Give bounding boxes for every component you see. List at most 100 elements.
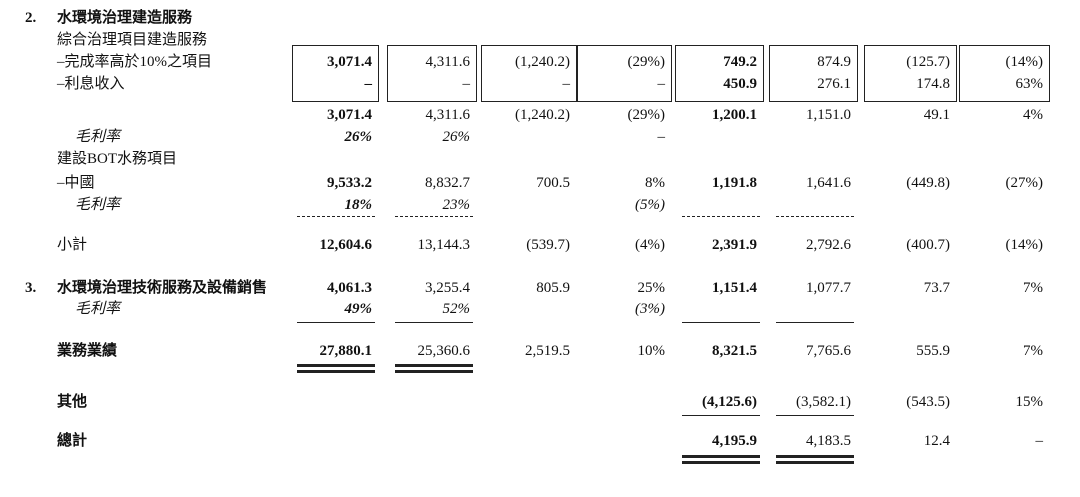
dashed-rule [395,216,473,217]
cell-value: 8,832.7 [425,175,470,191]
section-number: 3. [25,280,37,296]
row-label: 水環境治理建造服務 [57,10,193,26]
cell-value: 9,533.2 [327,175,372,191]
cell-value: 25% [637,280,666,296]
double-rule [776,455,854,458]
cell-value: 2,519.5 [525,343,570,359]
cell-value: 49.1 [923,107,950,123]
cell-value: 174.8 [916,76,950,92]
cell-value: 700.5 [536,175,570,191]
cell-value: 4,061.3 [327,280,372,296]
section-number: 2. [25,10,37,26]
cell-value: 4,311.6 [425,107,470,123]
row-label: 小計 [57,237,88,253]
cell-value: 2,391.9 [712,237,757,253]
double-rule [776,461,854,464]
rule [395,322,473,323]
row-label: 其他 [57,394,88,410]
cell-value: 1,200.1 [712,107,757,123]
cell-value: 7,765.6 [806,343,851,359]
cell-value: 8% [645,175,665,191]
cell-box [959,45,1050,102]
row-label: 毛利率 [75,197,121,213]
cell-value: 749.2 [723,54,757,70]
dashed-rule [297,216,375,217]
cell-value: (1,240.2) [515,54,570,70]
cell-box [864,45,957,102]
cell-value: 13,144.3 [417,237,471,253]
double-rule [682,461,760,464]
cell-value: 2,792.6 [806,237,851,253]
cell-value: 1,191.8 [712,175,757,191]
cell-value: 18% [344,197,373,213]
cell-value: 73.7 [923,280,950,296]
cell-value: 12.4 [923,433,950,449]
cell-value: (3%) [635,301,665,317]
cell-value: 8,321.5 [712,343,757,359]
cell-value: (1,240.2) [515,107,570,123]
cell-value: 1,077.7 [806,280,851,296]
double-rule [395,364,473,367]
cell-value: – [562,76,571,92]
dashed-rule [776,216,854,217]
row-label: 毛利率 [75,301,121,317]
cell-value: 7% [1023,343,1043,359]
cell-value: 4% [1023,107,1043,123]
row-label: 毛利率 [75,129,121,145]
double-rule [395,370,473,373]
double-rule [297,364,375,367]
cell-box [577,45,672,102]
cell-value: 52% [442,301,471,317]
row-label: –中國 [57,175,95,191]
rule [776,322,854,323]
dashed-rule [682,216,760,217]
cell-value: – [462,76,471,92]
cell-value: 23% [442,197,471,213]
cell-value: 3,255.4 [425,280,470,296]
cell-value: (400.7) [906,237,950,253]
cell-value: – [1035,433,1044,449]
cell-value: – [364,76,373,92]
cell-value: 4,311.6 [425,54,470,70]
cell-value: (4%) [635,237,665,253]
cell-value: 26% [344,129,373,145]
row-label: –利息收入 [57,76,125,92]
cell-value: (5%) [635,197,665,213]
cell-box [292,45,379,102]
cell-value: (449.8) [906,175,950,191]
cell-value: 555.9 [916,343,950,359]
cell-value: 7% [1023,280,1043,296]
cell-box [769,45,858,102]
cell-value: 450.9 [723,76,757,92]
cell-box [481,45,577,102]
cell-value: 1,641.6 [806,175,851,191]
cell-box [387,45,477,102]
cell-value: 49% [344,301,373,317]
cell-value: (3,582.1) [796,394,851,410]
cell-value: 27,880.1 [319,343,373,359]
cell-value: 1,151.0 [806,107,851,123]
cell-value: 805.9 [536,280,570,296]
double-rule [682,455,760,458]
cell-value: (14%) [1005,54,1044,70]
rule [776,415,854,416]
cell-value: 25,360.6 [417,343,471,359]
cell-value: (29%) [627,54,666,70]
cell-value: 12,604.6 [319,237,373,253]
row-label: 水環境治理技術服務及設備銷售 [57,280,268,296]
rule [297,322,375,323]
cell-value: 3,071.4 [327,54,372,70]
cell-value: – [657,129,666,145]
cell-value: 874.9 [817,54,851,70]
cell-value: (4,125.6) [702,394,757,410]
rule [682,322,760,323]
cell-value: (14%) [1005,237,1044,253]
row-label: 總計 [57,433,88,449]
cell-value: 4,195.9 [712,433,757,449]
cell-value: 1,151.4 [712,280,757,296]
cell-value: (29%) [627,107,666,123]
cell-value: – [657,76,666,92]
cell-value: (539.7) [526,237,570,253]
cell-value: 276.1 [817,76,851,92]
